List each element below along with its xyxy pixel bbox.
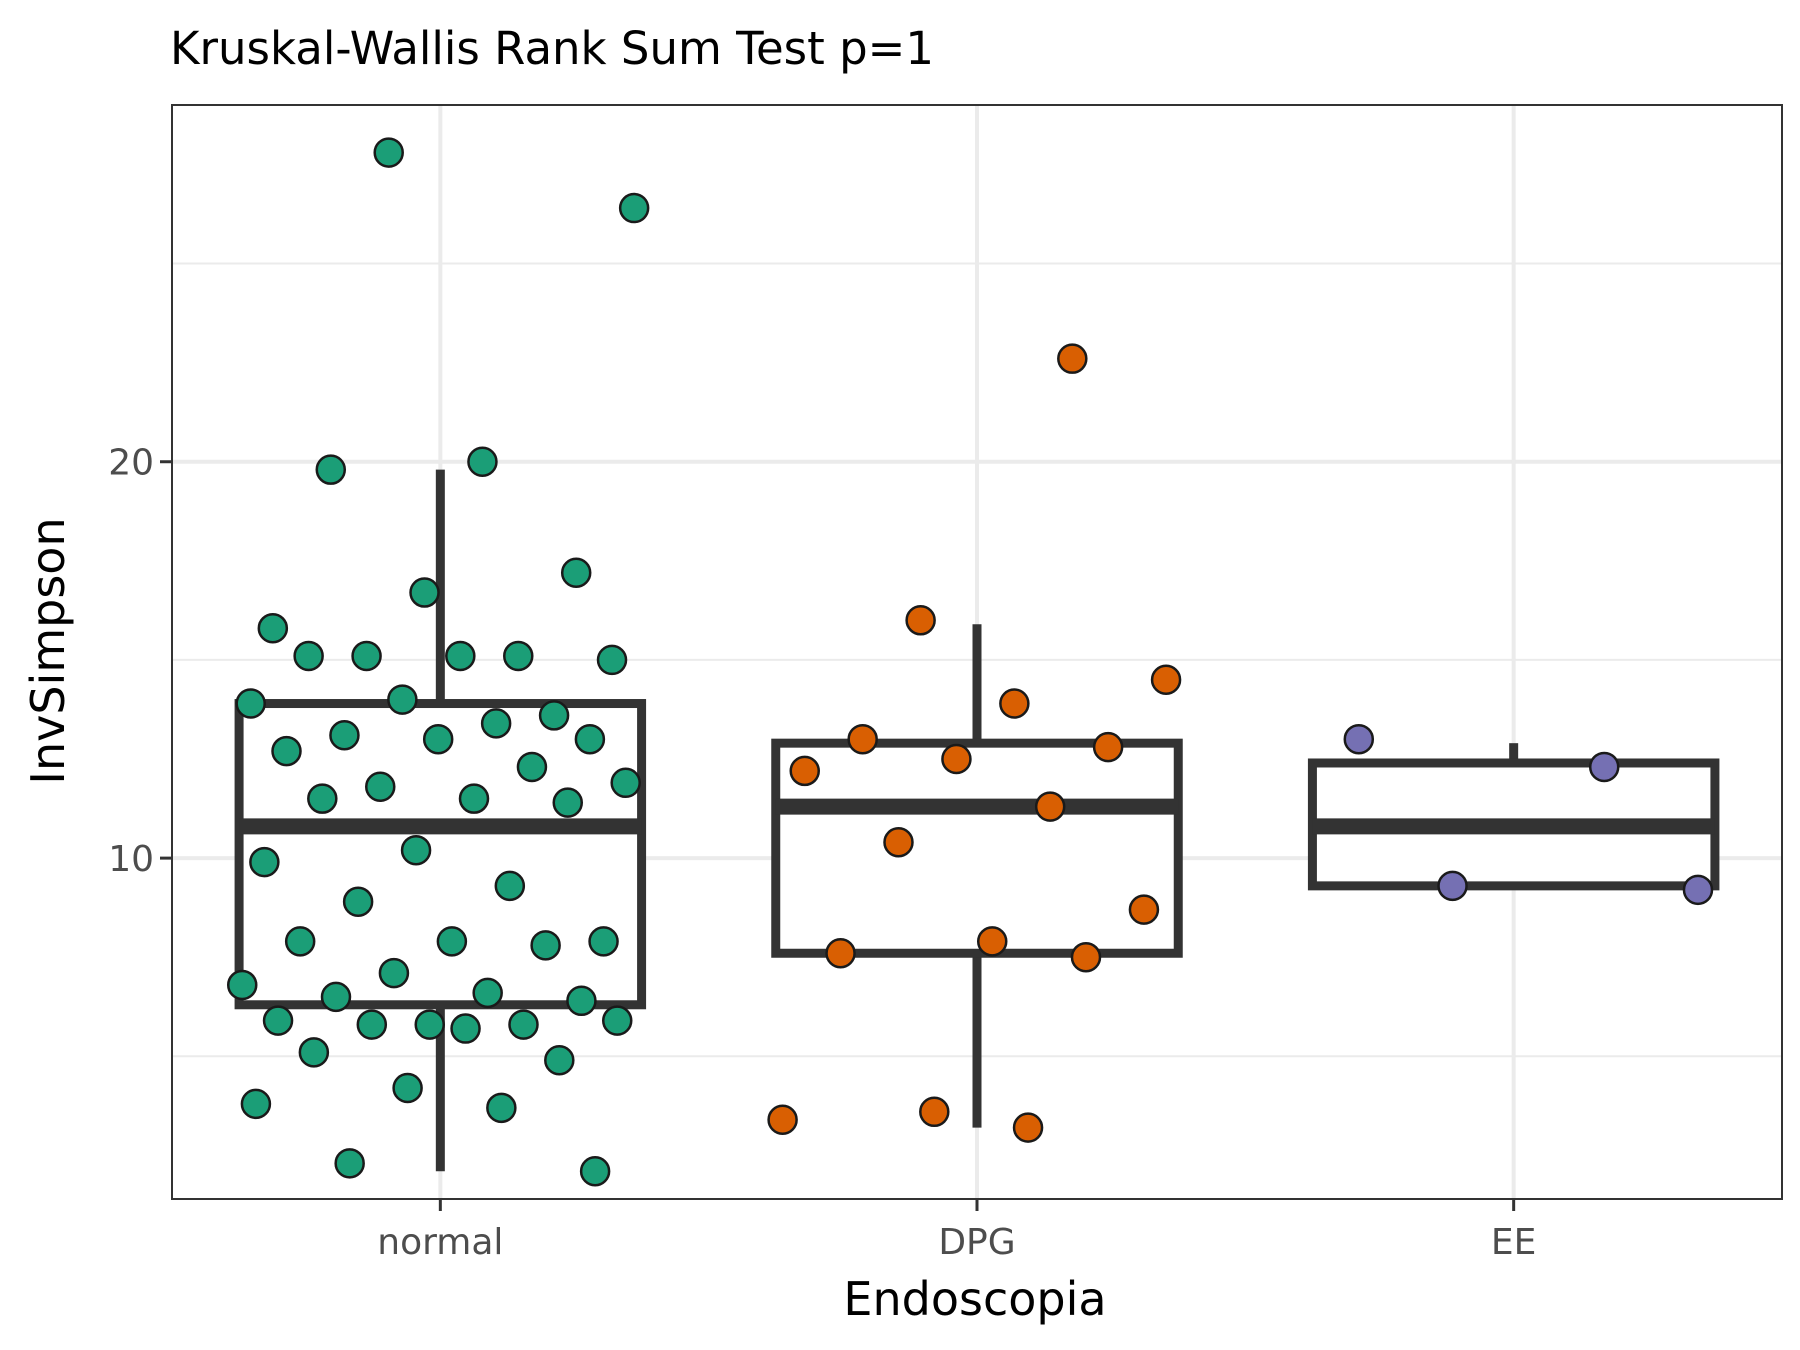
data-point-normal [271, 735, 302, 767]
data-point-DPG [1070, 941, 1102, 973]
data-point-normal [538, 700, 570, 731]
data-point-DPG [1057, 343, 1088, 374]
data-point-normal [249, 846, 280, 878]
x-tick-label: DPG [938, 1222, 1015, 1263]
data-point-normal [351, 640, 382, 672]
axes: 10 20 normal DPG EE [108, 443, 1536, 1263]
data-point-normal [588, 926, 619, 957]
data-point-normal [293, 640, 324, 672]
data-point-normal [486, 1092, 517, 1124]
data-point-normal [601, 1005, 633, 1036]
data-point-normal [262, 1005, 294, 1036]
points-layer [226, 137, 1714, 1187]
data-point-normal [284, 926, 316, 957]
data-point-normal [596, 644, 628, 676]
data-point-normal [414, 1009, 445, 1040]
data-point-normal [329, 719, 360, 751]
box-DPG [771, 624, 1183, 1128]
chart-title: Kruskal-Wallis Rank Sum Test p=1 [170, 22, 934, 75]
data-point-normal [307, 783, 338, 814]
y-tick-label: 20 [108, 443, 154, 484]
data-point-normal [503, 640, 534, 672]
data-point-normal [387, 684, 418, 715]
data-point-DPG [883, 827, 914, 858]
data-point-normal [494, 870, 526, 902]
data-point-EE [1682, 874, 1714, 906]
data-point-normal [579, 1156, 611, 1187]
data-point-normal [342, 886, 374, 917]
data-point-normal [298, 1037, 330, 1068]
data-point-normal [378, 957, 410, 989]
data-point-normal [436, 926, 468, 957]
data-point-normal [458, 783, 490, 814]
data-point-normal [226, 969, 258, 1001]
y-axis-title: InvSimpson [21, 517, 75, 784]
data-point-EE [1437, 870, 1468, 902]
data-point-normal [544, 1045, 575, 1076]
data-point-DPG [1150, 664, 1182, 695]
data-point-normal [610, 767, 641, 799]
data-point-normal [257, 612, 289, 644]
data-point-DPG [1034, 791, 1066, 822]
data-point-normal [400, 834, 432, 866]
data-point-DPG [1012, 1112, 1044, 1143]
data-point-DPG [1092, 731, 1124, 763]
data-point-EE [1343, 723, 1375, 755]
data-point-DPG [789, 755, 820, 787]
x-tick-label: EE [1491, 1222, 1537, 1263]
data-point-normal [566, 985, 597, 1017]
data-point-normal [445, 640, 476, 672]
data-point-normal [472, 977, 503, 1009]
data-point-DPG [825, 937, 856, 969]
data-point-normal [409, 577, 440, 608]
data-point-normal [240, 1088, 272, 1120]
data-point-DPG [999, 688, 1030, 719]
data-point-normal [552, 787, 584, 818]
data-point-normal [365, 771, 396, 803]
data-point-DPG [1128, 894, 1160, 925]
data-point-normal [560, 557, 592, 588]
data-point-normal [618, 192, 650, 224]
data-point-DPG [941, 743, 972, 775]
box-EE [1307, 743, 1720, 891]
data-point-normal [356, 1009, 388, 1040]
data-point-DPG [976, 926, 1008, 957]
data-point-normal [574, 723, 606, 755]
data-point-DPG [919, 1096, 950, 1128]
data-point-DPG [847, 723, 878, 755]
data-point-normal [422, 723, 454, 755]
data-point-EE [1588, 751, 1620, 783]
data-point-normal [334, 1148, 365, 1179]
data-point-normal [467, 446, 498, 477]
data-point-normal [450, 1013, 481, 1044]
data-point-normal [373, 137, 404, 168]
iqr-box [771, 738, 1183, 958]
y-tick-label: 10 [108, 839, 154, 880]
data-point-DPG [767, 1104, 798, 1135]
data-point-normal [516, 751, 548, 783]
data-point-normal [320, 981, 352, 1013]
data-point-normal [392, 1072, 423, 1104]
data-point-DPG [905, 605, 936, 636]
x-axis-title: Endoscopia [843, 1272, 1106, 1326]
data-point-normal [315, 454, 347, 485]
x-tick-label: normal [377, 1222, 503, 1263]
data-point-normal [508, 1009, 539, 1040]
data-point-normal [480, 708, 512, 739]
data-point-normal [235, 688, 266, 719]
data-point-normal [530, 930, 561, 961]
